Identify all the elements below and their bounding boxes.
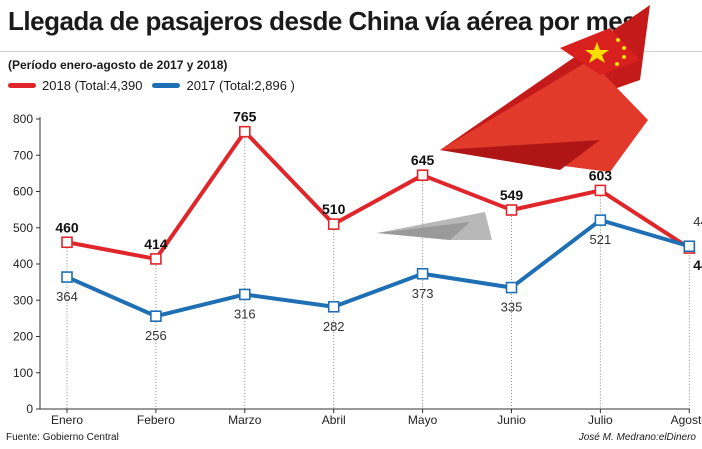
x-tick-label: Abril: [322, 413, 346, 427]
source-note: Fuente: Gobierno Central: [6, 432, 119, 443]
legend-swatch-2017: [152, 83, 181, 88]
data-label-2018: 460: [55, 219, 79, 235]
series-line-2018: [66, 129, 691, 261]
guide-lines: [66, 131, 690, 409]
point-2018: [150, 253, 162, 265]
y-tick-label: 700: [13, 148, 33, 162]
point-2017: [239, 288, 251, 301]
chart-title: Llegada de pasajeros desde China vía aér…: [8, 6, 637, 36]
legend-label-2018: 2018 (Total:4,390: [42, 78, 143, 93]
title-divider: [0, 51, 702, 52]
point-2017: [416, 267, 429, 280]
plane-shadow-icon: [377, 212, 492, 240]
point-2017: [61, 271, 73, 283]
x-tick-label: Agosto: [671, 413, 702, 427]
x-tick-label: Mayo: [408, 413, 438, 427]
point-2018: [327, 218, 340, 230]
x-tick-label: Febero: [137, 413, 175, 427]
data-label-2017: 282: [323, 319, 345, 334]
data-label-2017: 364: [56, 289, 78, 304]
data-label-2018: 414: [144, 236, 168, 252]
axes: 0 100 200 300 400 500 600 700 800 Enero Febero Marz…: [13, 112, 702, 427]
point-2018: [594, 184, 607, 197]
data-label-2017: 521: [590, 232, 612, 247]
x-tick-label: Junio: [497, 413, 526, 427]
x-tick-label: Marzo: [228, 413, 262, 427]
series-points: [61, 125, 696, 323]
x-tick-label: Enero: [51, 413, 83, 427]
china-flag-paper-plane-icon: [440, 5, 650, 172]
series-line-2017: [66, 218, 690, 319]
x-tick-label: Julio: [588, 413, 613, 427]
data-label-2017: 449: [693, 214, 702, 229]
point-2018: [416, 169, 429, 181]
point-2018: [239, 125, 251, 138]
point-2018: [61, 236, 73, 249]
credit-note: José M. Medrano:elDinero: [578, 432, 696, 443]
point-2017: [594, 214, 607, 226]
y-tick-label: 800: [13, 112, 33, 126]
series-lines: [66, 129, 691, 319]
point-2017: [683, 240, 696, 253]
data-label-2017: 335: [501, 300, 523, 315]
point-2018: [505, 204, 518, 216]
data-label-2018: 510: [322, 201, 346, 217]
data-labels: 460 414 765 510 645 549 603 444 364 256 316 282 373 3…: [55, 109, 702, 344]
point-2017: [505, 281, 518, 294]
point-2017: [327, 300, 340, 313]
legend-swatch-2018: [8, 83, 36, 88]
data-label-2017: 316: [234, 306, 256, 321]
legend-item-2017: 2017 (Total:2,896 ): [152, 78, 295, 93]
chart-subtitle: (Período enero-agosto de 2017 y 2018): [8, 58, 228, 72]
y-tick-label: 100: [13, 366, 33, 380]
data-label-2018: 765: [233, 109, 257, 125]
data-label-2017: 373: [412, 286, 434, 301]
data-label-2018: 603: [589, 167, 613, 183]
data-label-2018: 444: [693, 257, 702, 273]
y-tick-label: 500: [13, 221, 33, 235]
legend: 2018 (Total:4,390 2017 (Total:2,896 ): [8, 78, 305, 93]
y-tick-label: 300: [13, 293, 33, 307]
point-2017: [150, 310, 162, 323]
data-label-2018: 645: [411, 152, 435, 168]
data-label-2018: 549: [500, 187, 524, 203]
y-tick-label: 600: [13, 185, 33, 199]
y-tick-label: 200: [13, 330, 33, 344]
y-tick-label: 400: [13, 257, 33, 271]
legend-item-2018: 2018 (Total:4,390: [8, 78, 142, 93]
data-label-2017: 256: [145, 328, 167, 343]
legend-label-2017: 2017 (Total:2,896 ): [186, 78, 295, 93]
y-tick-label: 0: [26, 402, 33, 416]
